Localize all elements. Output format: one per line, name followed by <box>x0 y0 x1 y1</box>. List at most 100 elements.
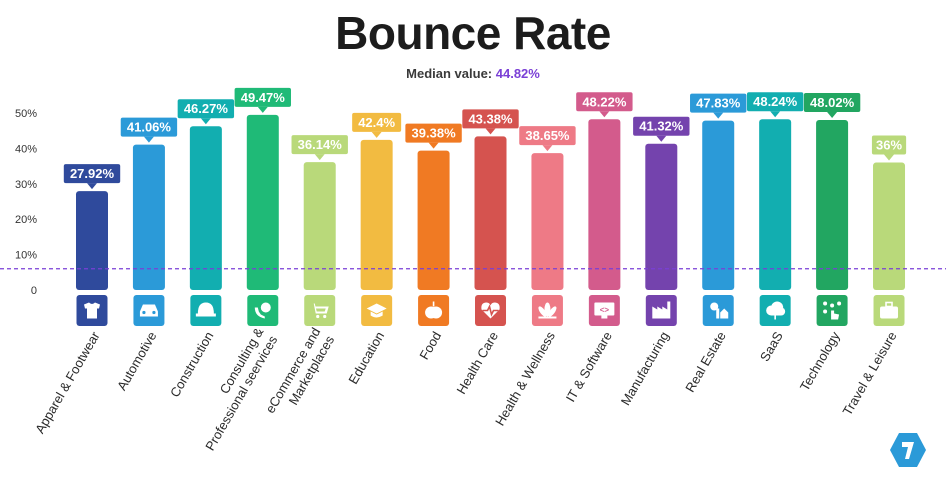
bar <box>360 139 393 290</box>
chat-phone-icon <box>247 295 279 326</box>
brand-logo-icon <box>890 433 926 467</box>
x-tick-label-line: Manufacturing <box>618 329 672 408</box>
chart-title: Bounce Rate <box>335 7 611 59</box>
x-tick-label: Apparel & Footwear <box>32 328 103 436</box>
bar <box>303 162 336 290</box>
y-tick-label: 40% <box>15 143 37 155</box>
data-label: 43.38% <box>468 111 513 126</box>
bar <box>759 119 792 290</box>
value-label-pointer <box>770 111 781 118</box>
value-label-pointer <box>713 112 724 119</box>
value-label-box <box>352 112 402 132</box>
data-label: 49.47% <box>241 90 286 105</box>
value-label-pointer <box>884 154 895 161</box>
x-tick-label: Automotive <box>114 329 160 393</box>
value-label-box <box>405 123 462 143</box>
x-tick-label: Travel & Leisure <box>840 329 900 418</box>
x-tick-label: Construction <box>167 329 216 400</box>
bar <box>588 119 621 290</box>
x-tick-label-line: Health & Wellness <box>492 329 558 429</box>
x-tick-label: Technology <box>797 329 843 394</box>
factory-icon <box>645 295 677 326</box>
value-label-pointer <box>143 136 154 143</box>
value-label-pointer <box>200 118 211 125</box>
bar <box>873 162 906 290</box>
svg-text:<>: <> <box>600 306 610 315</box>
value-label-box <box>120 117 178 137</box>
x-tick-label-line: Travel & Leisure <box>840 329 900 418</box>
bar <box>531 153 564 290</box>
value-label-box <box>633 116 690 136</box>
value-label-box <box>177 99 235 119</box>
bar <box>645 143 678 290</box>
x-tick-label: SaaS <box>757 329 786 364</box>
x-tick-label: IT & Software <box>563 329 615 404</box>
x-tick-label-line: SaaS <box>757 329 786 364</box>
value-label-pointer <box>599 111 610 118</box>
suitcase-icon <box>873 295 905 326</box>
x-tick-label-line: IT & Software <box>563 329 615 404</box>
value-label-pointer <box>87 183 97 190</box>
value-label-box <box>234 87 291 107</box>
value-label-box <box>291 135 348 155</box>
bar <box>76 191 108 290</box>
data-label: 48.02% <box>810 95 855 110</box>
value-label-box <box>690 93 747 113</box>
x-tick-label: Food <box>416 329 444 362</box>
data-label: 36.14% <box>298 137 343 152</box>
x-tick-label-line: Health Care <box>453 329 501 397</box>
lotus-icon <box>531 295 563 326</box>
data-label: 42.4% <box>358 115 395 130</box>
bar <box>189 126 222 291</box>
value-label-pointer <box>428 142 439 149</box>
cart-icon <box>304 295 336 326</box>
value-label-pointer <box>485 128 496 135</box>
data-label: 46.27% <box>184 101 229 116</box>
value-label-pointer <box>827 112 838 119</box>
value-label-pointer <box>656 135 667 142</box>
graduation-cap-icon <box>361 295 393 326</box>
y-tick-label: 50% <box>15 108 37 120</box>
value-label-box <box>576 92 633 112</box>
bar <box>417 150 450 290</box>
value-label-pointer <box>257 106 268 113</box>
data-label: 38.65% <box>525 128 570 143</box>
shirt-icon <box>76 295 108 326</box>
hardhat-icon <box>190 295 222 326</box>
data-label: 41.32% <box>639 119 684 134</box>
value-label-box <box>519 126 576 146</box>
value-label-box <box>871 135 907 155</box>
data-label: 39.38% <box>412 126 457 141</box>
bar <box>132 144 165 290</box>
data-label: 27.92% <box>70 166 115 181</box>
data-label: 47.83% <box>696 96 741 111</box>
x-tick-label-line: Education <box>345 329 387 387</box>
value-label-pointer <box>371 131 382 138</box>
y-tick-label: 10% <box>15 250 37 262</box>
x-tick-label-line: Technology <box>797 329 843 394</box>
house-key-icon <box>702 295 734 326</box>
bar <box>246 114 279 291</box>
bar <box>816 120 849 290</box>
network-hand-icon <box>816 295 848 326</box>
data-label: 41.06% <box>127 120 172 135</box>
median-label: Median value: <box>406 66 493 81</box>
y-tick-label: 20% <box>15 214 37 226</box>
x-tick-label-line: Automotive <box>114 329 160 393</box>
x-tick-label: Manufacturing <box>618 329 672 408</box>
x-tick-label-line: Food <box>416 329 444 362</box>
cloud-icon <box>759 295 791 326</box>
monitor-code-icon: <> <box>588 295 620 326</box>
value-label-box <box>462 109 519 129</box>
y-tick-label: 30% <box>15 179 37 191</box>
x-tick-label: Real Estate <box>682 329 729 395</box>
value-label-pointer <box>314 154 325 161</box>
median-subtitle: Median value: 44.82% <box>0 66 946 81</box>
x-tick-label: Health & Wellness <box>492 329 558 429</box>
value-label-box <box>63 164 121 184</box>
x-tick-label: Health Care <box>453 329 501 397</box>
median-value: 44.82% <box>495 66 540 81</box>
data-label: 36% <box>876 138 902 153</box>
data-label: 48.24% <box>753 94 798 109</box>
